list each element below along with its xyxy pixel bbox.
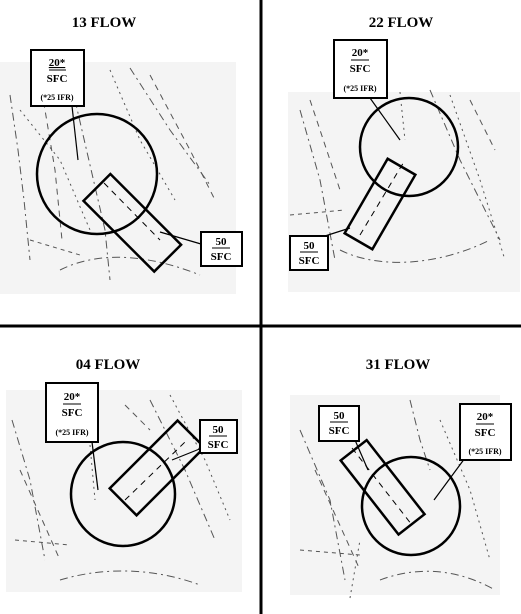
quadrant-title: 22 FLOW bbox=[369, 15, 434, 31]
altitude-top: 20* bbox=[477, 411, 494, 423]
runway-rectangle bbox=[342, 157, 418, 251]
callout-leader-b bbox=[354, 439, 369, 471]
callout-leader-b bbox=[171, 447, 203, 461]
altitude-top: 20* bbox=[64, 391, 81, 403]
altitude-top: 50 bbox=[213, 424, 225, 436]
altitude-callout-a: 20* SFC (*25 IFR) bbox=[459, 403, 512, 461]
altitude-bottom: SFC bbox=[47, 73, 68, 85]
altitude-bottom: SFC bbox=[299, 255, 320, 267]
map-linework bbox=[299, 399, 496, 599]
altitude-callout-a: 20* SFC (*25 IFR) bbox=[30, 49, 85, 107]
ifr-note: (*25 IFR) bbox=[343, 84, 376, 93]
ifr-note: (*25 IFR) bbox=[468, 447, 501, 456]
quadrant-title: 13 FLOW bbox=[72, 15, 137, 31]
callout-leader-b bbox=[324, 227, 351, 237]
altitude-bottom: SFC bbox=[208, 439, 229, 451]
ifr-note: (*25 IFR) bbox=[55, 428, 88, 437]
ifr-note: (*25 IFR) bbox=[40, 93, 73, 102]
quadrant-31-flow: 31 FLOW 20* SFC (*25 IFR) 50 bbox=[290, 357, 512, 599]
altitude-bottom: SFC bbox=[475, 427, 496, 439]
quadrant-22-flow: 22 FLOW 20* SFC (*25 IFR) 50 bbox=[288, 15, 520, 292]
runway-rectangle bbox=[338, 438, 427, 537]
quadrant-13-flow: 13 FLOW 20* SFC (*25 IFR) bbox=[0, 15, 243, 294]
altitude-top: 20* bbox=[49, 57, 66, 69]
altitude-top: 50 bbox=[334, 410, 346, 422]
callout-leader-b bbox=[159, 231, 202, 245]
altitude-callout-a: 20* SFC (*25 IFR) bbox=[333, 39, 388, 99]
quadrant-title: 31 FLOW bbox=[366, 357, 431, 373]
class-d-ring bbox=[35, 112, 159, 236]
map-linework bbox=[289, 89, 506, 263]
altitude-bottom: SFC bbox=[350, 63, 371, 75]
altitude-bottom: SFC bbox=[211, 251, 232, 263]
callout-leader-a bbox=[91, 441, 99, 491]
altitude-top: 50 bbox=[216, 236, 228, 248]
class-d-ring bbox=[358, 96, 460, 198]
class-d-ring bbox=[360, 455, 462, 557]
map-linework bbox=[9, 67, 216, 281]
altitude-callout-b: 50 SFC bbox=[289, 235, 329, 271]
altitude-callout-b: 50 SFC bbox=[200, 231, 243, 267]
callout-leader-a bbox=[433, 457, 466, 501]
runway-rectangle bbox=[107, 418, 207, 518]
runway-rectangle bbox=[81, 172, 183, 274]
map-linework bbox=[11, 394, 231, 586]
quadrant-title: 04 FLOW bbox=[76, 357, 141, 373]
altitude-callout-b: 50 SFC bbox=[199, 419, 238, 454]
altitude-bottom: SFC bbox=[62, 407, 83, 419]
altitude-top: 20* bbox=[352, 47, 369, 59]
quadrant-04-flow: 04 FLOW 20* SFC (*25 IFR) 50 bbox=[6, 357, 242, 592]
altitude-top: 50 bbox=[304, 240, 316, 252]
altitude-callout-a: 20* SFC (*25 IFR) bbox=[45, 382, 99, 443]
callout-leader-a bbox=[369, 97, 401, 141]
callout-leader-a bbox=[71, 105, 79, 161]
altitude-bottom: SFC bbox=[329, 425, 350, 437]
class-d-ring bbox=[69, 440, 177, 548]
altitude-callout-b: 50 SFC bbox=[318, 405, 360, 442]
